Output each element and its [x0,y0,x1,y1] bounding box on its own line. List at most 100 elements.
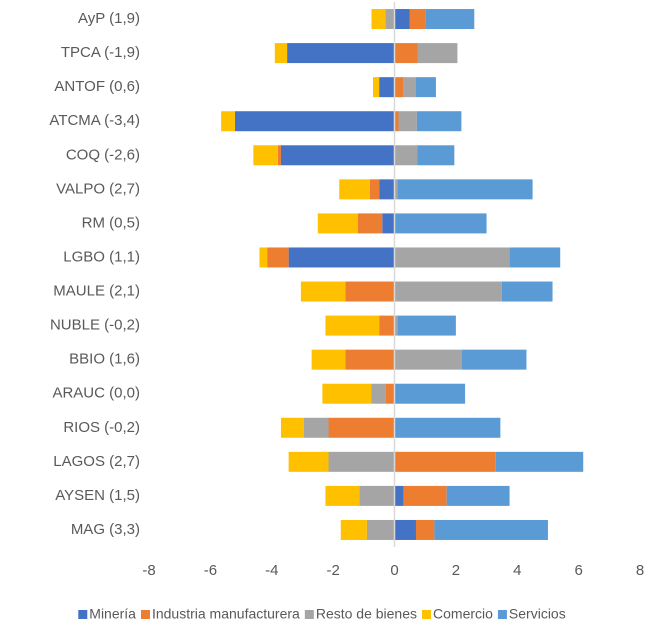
bar-segment [501,281,553,302]
bar-segment [267,247,289,268]
y-tick-label: LAGOS (2,7) [53,453,140,470]
bar-segment [253,145,278,166]
bar-segment [345,281,395,302]
bar-segment [394,213,487,234]
bar-segment [417,43,458,64]
bar-segment [394,315,398,336]
bar-segment [446,485,510,506]
bar-segment [288,451,329,472]
legend-swatch [304,610,314,619]
y-tick-label: NUBLE (-0,2) [50,317,140,334]
bar-segment [379,77,395,98]
legend-label: Comercio [433,606,493,622]
legend-swatch [78,610,88,619]
bar-segment [403,485,447,506]
x-tick-label: 2 [452,562,460,579]
y-tick-label: RM (0,5) [82,214,140,231]
bar-segment [382,213,395,234]
bar-segment [397,315,456,336]
bar-segment [394,451,496,472]
x-tick-label: -2 [326,562,339,579]
bar-segment [394,485,404,506]
bar-segment [274,43,288,64]
bar-segment [359,485,395,506]
bar-segment [371,383,386,404]
x-tick-label: -8 [142,562,155,579]
bar-segment [277,145,281,166]
x-tick-label: 6 [574,562,582,579]
bar-segment [417,145,455,166]
legend-label: Resto de bienes [316,606,417,622]
bar-segment [509,247,561,268]
legend-swatch [497,610,507,619]
bar-segment [394,179,398,200]
bar-segment [339,179,370,200]
bar-segment [495,451,584,472]
legend-swatch [140,610,150,619]
x-tick-label: 4 [513,562,521,579]
bar-segment [373,77,380,98]
bar-segment [394,145,418,166]
bar-segment [288,247,395,268]
x-tick-label: 0 [390,562,398,579]
bar-segment [379,315,395,336]
legend-label: Minería [89,606,136,622]
y-tick-label: ATCMA (-3,4) [49,112,140,129]
bar-segment [394,519,416,540]
legend: Minería Industria manufacturera Resto de b… [78,606,566,622]
bar-segment [385,9,395,30]
bar-segment [409,9,426,30]
bar-segment [287,43,395,64]
bar-segment [403,77,416,98]
bar-segment [221,111,235,132]
legend-label: Industria manufacturera [152,606,300,622]
y-tick-label: AYSEN (1,5) [55,487,140,504]
bar-segment [394,9,410,30]
bar-segment [325,485,360,506]
bar-segment [345,349,395,370]
bar-segment [280,145,395,166]
bar-segment [394,383,466,404]
bar-segment [394,43,418,64]
bar-segment [462,349,527,370]
y-tick-label: AyP (1,9) [78,10,140,27]
bar-segment [425,9,475,30]
bar-segment [311,349,346,370]
bar-segment [394,247,510,268]
bar-segment [280,417,304,438]
bar-segment [357,213,383,234]
bar-segment [394,111,399,132]
y-tick-label: VALPO (2,7) [56,180,140,197]
bar-segment [340,519,367,540]
bar-segment [371,9,386,30]
y-tick-label: COQ (-2,6) [66,146,140,163]
y-tick-label: TPCA (-1,9) [61,44,140,61]
legend-label: Servicios [509,606,566,622]
bar-segment [394,349,463,370]
bar-segment [303,417,329,438]
y-tick-label: ARAUC (0,0) [52,385,140,402]
bar-segment [415,519,435,540]
bar-segment [328,451,395,472]
bar-segment [259,247,268,268]
bar-segment [394,417,501,438]
y-tick-label: RIOS (-0,2) [63,419,140,436]
bar-segment [322,383,372,404]
bar-segment [394,77,404,98]
bar-segment [397,179,533,200]
y-tick-label: MAG (3,3) [71,521,140,538]
bar-segment [379,179,395,200]
bar-segment [415,77,436,98]
y-tick-label: MAULE (2,1) [53,283,140,300]
y-tick-label: LGBO (1,1) [63,248,140,265]
y-tick-label: BBIO (1,6) [69,351,140,368]
bar-segment [434,519,548,540]
bar-segment [366,519,395,540]
bar-segment [234,111,395,132]
bar-segment [328,417,395,438]
bar-segment [416,111,462,132]
x-tick-label: -4 [265,562,278,579]
x-tick-label: 8 [636,562,644,579]
bar-segment [300,281,346,302]
